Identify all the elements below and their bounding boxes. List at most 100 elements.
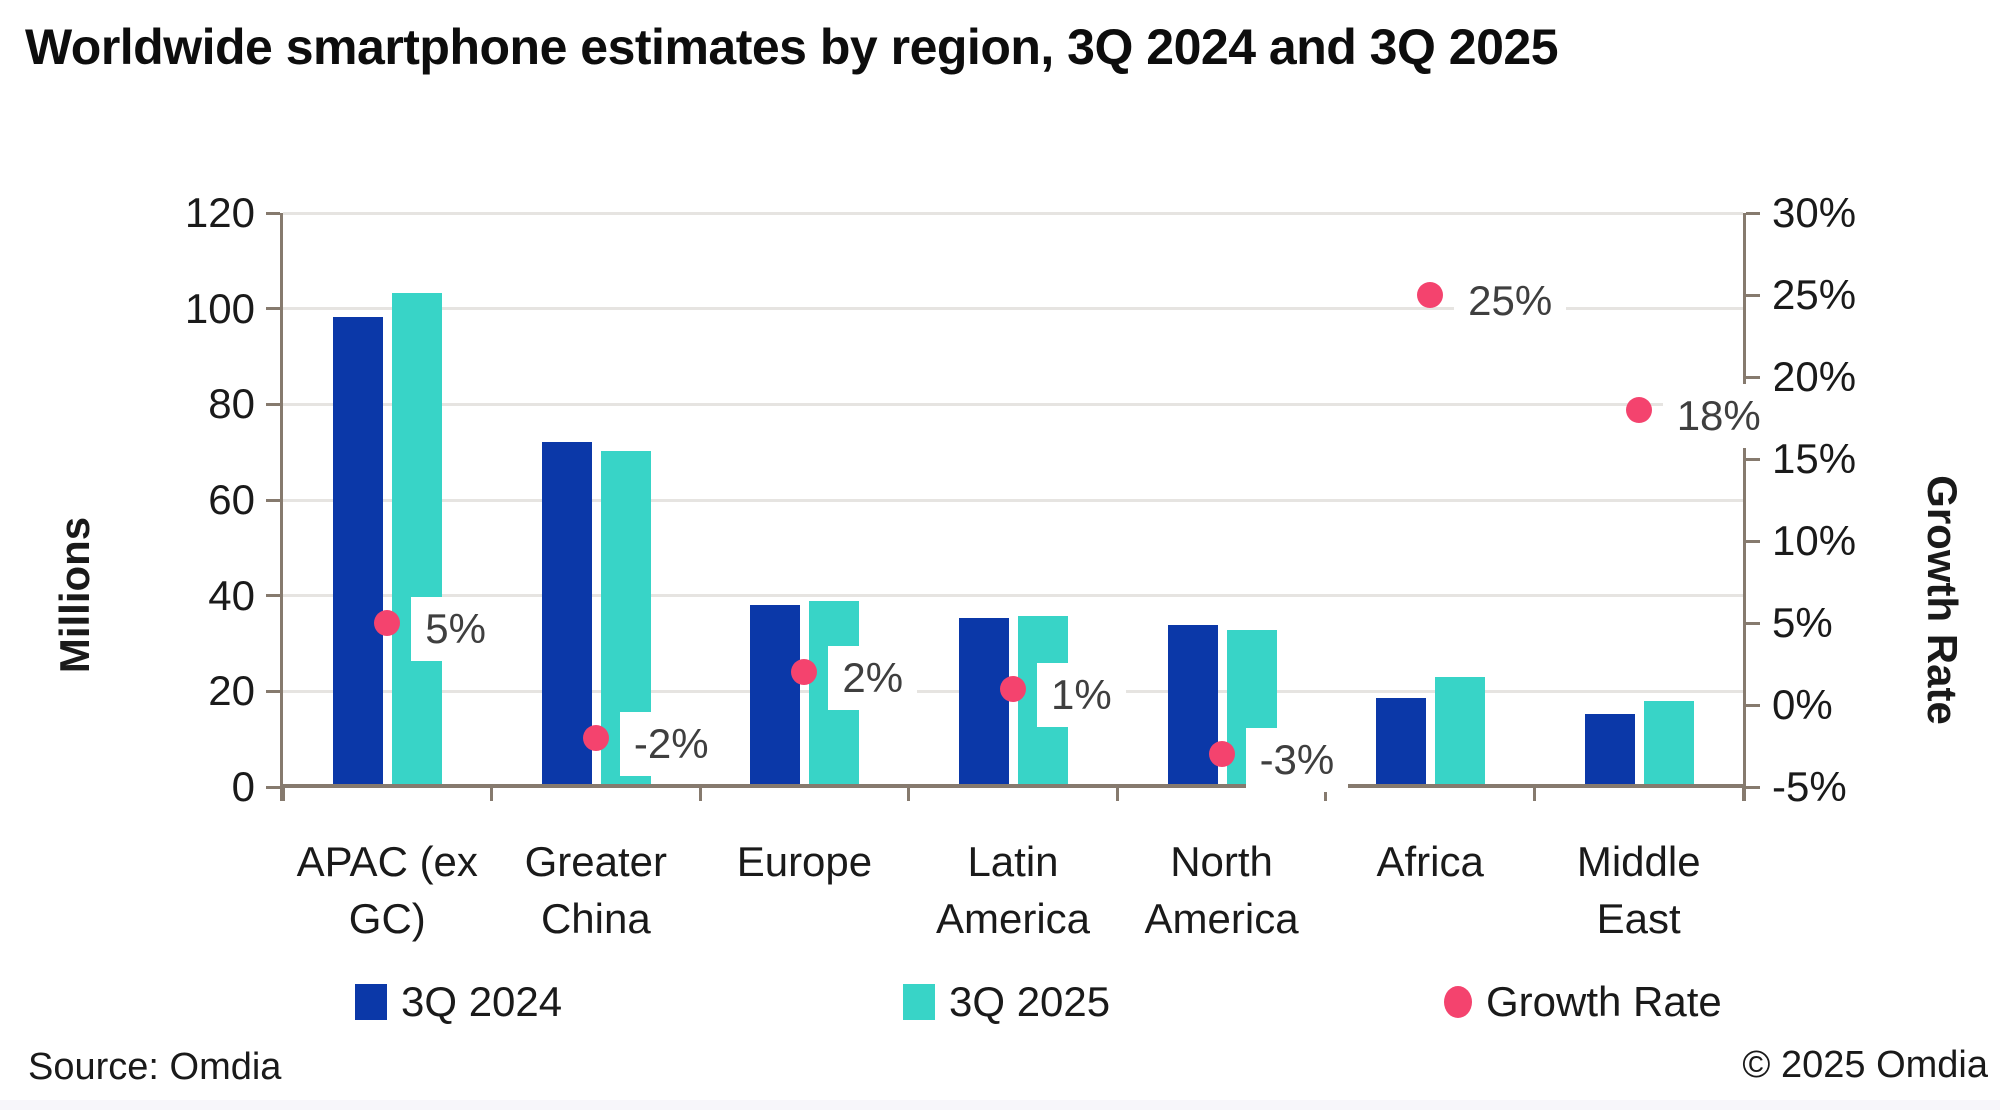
right-tick-label-10%: 10% [1772,517,1857,564]
category-label-africa: Africa [1290,833,1570,890]
x-boundary-tick-5 [1324,787,1328,801]
bar-3q-2025-apac-ex-gc [392,292,443,787]
copyright-note: © 2025 Omdia [1742,1044,1988,1086]
left-tick-100 [266,307,280,311]
category-label-north-america: North America [1082,833,1362,947]
category-label-latin-america: Latin America [873,833,1153,947]
left-axis-title: Millions [51,516,98,674]
left-tick-60 [266,498,280,502]
x-boundary-tick-7 [1741,787,1745,801]
legend-item-growth-rate: Growth Rate [1444,978,1722,1026]
right-tick-0 [1746,703,1760,707]
left-tick-label-0: 0 [231,763,255,810]
left-tick-label-80: 80 [208,380,255,428]
gridline-100 [283,307,1743,311]
growth-dot-africa [1417,282,1444,308]
bottom-strip [0,1100,2000,1110]
x-boundary-tick-2 [698,787,702,801]
right-tick-30 [1746,211,1760,215]
plot-area: 5% -2% 2% 1% -3% 25% 18% [266,211,1775,801]
right-tick--5 [1746,785,1760,789]
category-label-line: Greater [524,838,668,885]
left-tick-label-60: 60 [208,476,255,523]
x-boundary-tick-6 [1532,787,1536,801]
right-axis-line [1743,213,1746,801]
gridline-60 [283,498,1743,502]
legend-item-3q2024: 3Q 2024 [355,978,562,1026]
legend-label-3q2024: 3Q 2024 [401,978,563,1025]
right-tick-label-30%: 30% [1772,189,1857,236]
left-tick-120 [266,211,280,215]
bar-3q-2024-latin-america [959,618,1009,787]
bar-3q-2024-apac-ex-gc [333,317,384,787]
right-tick-label-0%: 0% [1772,681,1833,728]
category-label-line: Europe [736,838,873,885]
bar-3q-2024-north-america [1167,624,1218,787]
x-axis-line [280,784,1746,788]
bar-3q-2025-middle-east [1643,701,1694,787]
right-tick-15 [1746,457,1760,461]
growth-dot-north-america [1208,741,1235,768]
category-label-apac-ex-gc: APAC (ex GC) [247,833,527,947]
right-tick-label--5%: -5% [1772,763,1847,810]
right-tick-label-5%: 5% [1772,599,1833,646]
growth-dot-middle-east [1625,396,1652,423]
chart-title: Worldwide smartphone estimates by region… [25,19,1559,75]
growth-label-europe: 2% [828,646,918,711]
left-tick-20 [266,689,280,693]
left-axis-line [280,213,283,801]
growth-dot-apac-ex-gc [374,610,401,636]
growth-label-latin-america: 1% [1037,662,1126,727]
x-boundary-tick-4 [1115,787,1119,801]
category-label-line: East [1596,895,1681,942]
source-note: Source: Omdia [28,1046,282,1088]
left-tick-0 [266,785,280,789]
growth-label-apac-ex-gc: 5% [411,597,500,661]
right-axis-title: Growth Rate [1919,475,1966,725]
x-boundary-tick-3 [907,787,911,801]
left-tick-label-100: 100 [184,284,255,332]
category-label-middle-east: Middle East [1499,833,1779,947]
category-label-line: America [1144,895,1299,942]
right-tick-label-25%: 25% [1772,271,1857,318]
category-label-line: GC) [348,895,426,942]
gridline-80 [283,402,1743,406]
x-boundary-tick-0 [281,787,285,801]
left-tick-80 [266,402,280,406]
bar-3q-2025-africa [1435,676,1486,787]
legend-item-3q2025: 3Q 2025 [903,978,1110,1026]
right-tick-10 [1746,539,1760,543]
legend-swatch-3q2024-icon [355,984,387,1020]
bar-3q-2024-africa [1376,698,1427,787]
category-label-line: Middle [1576,838,1701,885]
growth-dot-latin-america [1000,675,1026,702]
left-tick-label-120: 120 [184,189,255,236]
category-label-line: North [1170,838,1273,885]
bar-3q-2024-europe [750,604,801,787]
category-label-line: Africa [1376,838,1484,885]
gridline-40 [283,594,1743,598]
growth-label-north-america: -3% [1245,728,1349,793]
right-tick-20 [1746,375,1760,379]
legend-label-3q2025: 3Q 2025 [949,978,1111,1025]
left-tick-label-20: 20 [208,667,255,715]
legend-swatch-3q2025-icon [903,984,935,1020]
right-tick-label-15%: 15% [1772,435,1857,482]
growth-label-africa: 25% [1454,269,1567,333]
growth-label-middle-east: 18% [1662,383,1775,448]
gridline-120 [283,211,1743,215]
category-label-line: APAC (ex [296,838,478,885]
legend-dot-growth-rate-icon [1444,986,1472,1018]
category-label-europe: Europe [664,833,944,890]
bar-3q-2024-greater-china [541,442,592,787]
left-tick-40 [266,594,280,598]
x-boundary-tick-1 [490,787,494,801]
growth-dot-europe [791,659,818,686]
category-label-greater-china: Greater China [456,833,736,947]
bar-3q-2024-middle-east [1584,713,1635,787]
growth-label-greater-china: -2% [619,711,723,776]
left-tick-label-40: 40 [208,571,255,619]
legend-label-growth-rate: Growth Rate [1486,978,1722,1025]
right-tick-5 [1746,621,1760,625]
